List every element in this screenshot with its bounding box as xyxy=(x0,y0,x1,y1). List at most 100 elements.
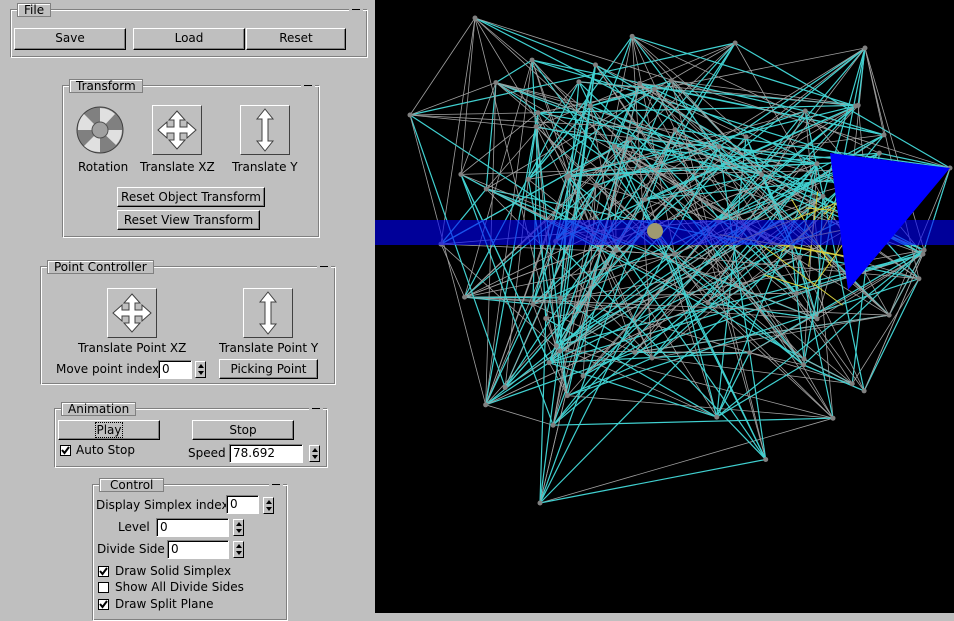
vertex xyxy=(920,252,925,257)
translate-xz-control[interactable] xyxy=(152,105,202,155)
vertex xyxy=(815,161,820,166)
reset-button[interactable]: Reset xyxy=(246,28,346,50)
button-label: Picking Point xyxy=(230,362,306,376)
vertex xyxy=(535,110,540,115)
save-button[interactable]: Save xyxy=(14,28,126,50)
vertex xyxy=(672,127,677,132)
vertex xyxy=(801,362,806,367)
minimize-button[interactable] xyxy=(349,3,363,17)
button-label: Reset xyxy=(279,31,313,45)
vertex xyxy=(503,385,508,390)
translate-point-xz-control[interactable] xyxy=(107,288,157,338)
vertex xyxy=(820,194,825,199)
field-label: Level xyxy=(118,520,150,534)
vertex xyxy=(797,255,802,260)
minimize-button[interactable] xyxy=(317,260,331,274)
vertex xyxy=(526,177,531,182)
control-label: Rotation xyxy=(78,160,128,174)
vertex xyxy=(887,313,892,318)
button-label: Load xyxy=(175,31,204,45)
checkbox-label: Auto Stop xyxy=(76,443,135,457)
minimize-button[interactable] xyxy=(301,79,315,93)
checkbox[interactable] xyxy=(60,445,71,456)
picking-point-button[interactable]: Picking Point xyxy=(219,359,318,379)
speed-input[interactable]: 78.692 xyxy=(229,444,303,463)
spinner[interactable] xyxy=(263,497,274,514)
vertex xyxy=(717,144,722,149)
simplex-index-input[interactable]: 0 xyxy=(226,495,259,514)
vertex xyxy=(630,34,635,39)
vertex xyxy=(916,276,921,281)
vertex xyxy=(547,360,552,365)
checkbox[interactable] xyxy=(98,582,109,593)
vertex xyxy=(558,295,563,300)
control-label: Translate XZ xyxy=(140,160,215,174)
spinner[interactable] xyxy=(195,361,206,378)
stop-button[interactable]: Stop xyxy=(192,420,294,440)
vertex xyxy=(473,16,478,21)
panel-title: Control xyxy=(99,478,164,492)
vertex xyxy=(557,348,562,353)
point-index-input[interactable]: 0 xyxy=(158,360,192,379)
vertex xyxy=(593,183,598,188)
check-stroke xyxy=(100,601,107,607)
spinner[interactable] xyxy=(309,445,320,462)
check-mark xyxy=(61,446,70,455)
viewport[interactable] xyxy=(375,0,954,613)
level-input[interactable]: 0 xyxy=(156,518,229,537)
vertex xyxy=(856,103,861,108)
field-label: Divide Side xyxy=(97,542,165,556)
translate-y-control[interactable] xyxy=(240,105,290,155)
vertex xyxy=(530,302,535,307)
load-button[interactable]: Load xyxy=(133,28,245,50)
translate-point-y-control[interactable] xyxy=(243,288,293,338)
vertex xyxy=(815,316,820,321)
vertex xyxy=(484,187,489,192)
vertex xyxy=(881,132,886,137)
divide-side-input[interactable]: 0 xyxy=(167,540,229,559)
vertex xyxy=(714,415,719,420)
spinner[interactable] xyxy=(233,541,244,558)
control-label: Translate Point XZ xyxy=(78,341,186,355)
reset-object-button[interactable]: Reset Object Transform xyxy=(117,187,265,207)
vertex xyxy=(637,81,642,86)
reset-view-button[interactable]: Reset View Transform xyxy=(117,210,260,230)
vertex xyxy=(747,350,752,355)
vertex xyxy=(576,79,581,84)
play-button[interactable]: Play xyxy=(58,420,160,440)
button-label: Reset View Transform xyxy=(124,213,253,227)
checkbox-label: Draw Split Plane xyxy=(115,597,214,611)
vertex xyxy=(705,300,710,305)
vertex xyxy=(534,124,539,129)
vertex xyxy=(565,393,570,398)
spinner[interactable] xyxy=(233,519,244,536)
vertex xyxy=(642,197,647,202)
vertex xyxy=(801,356,806,361)
vertex xyxy=(830,416,835,421)
vertex xyxy=(803,109,808,114)
vertex xyxy=(862,388,867,393)
check-mark xyxy=(99,567,108,576)
field-label: Display Simplex index xyxy=(96,498,229,512)
vertex xyxy=(493,80,498,85)
checkbox[interactable] xyxy=(98,599,109,610)
field-label: Speed xyxy=(188,446,226,460)
checkbox[interactable] xyxy=(98,566,109,577)
checkbox-label: Show All Divide Sides xyxy=(115,580,244,594)
minimize-button[interactable] xyxy=(309,402,323,416)
vertex xyxy=(543,316,548,321)
rotation-control[interactable] xyxy=(75,105,125,155)
selected-point xyxy=(647,223,663,239)
vertex xyxy=(581,373,586,378)
vertex xyxy=(408,113,413,118)
vertex xyxy=(789,245,794,250)
button-label: Play xyxy=(96,423,121,437)
field-label: Move point index xyxy=(56,362,159,376)
vertex xyxy=(612,144,617,149)
check-stroke xyxy=(62,447,69,453)
minimize-button[interactable] xyxy=(269,478,283,492)
button-label: Stop xyxy=(229,423,256,437)
vertex xyxy=(672,252,677,257)
vertex xyxy=(744,134,749,139)
vertex xyxy=(759,172,764,177)
